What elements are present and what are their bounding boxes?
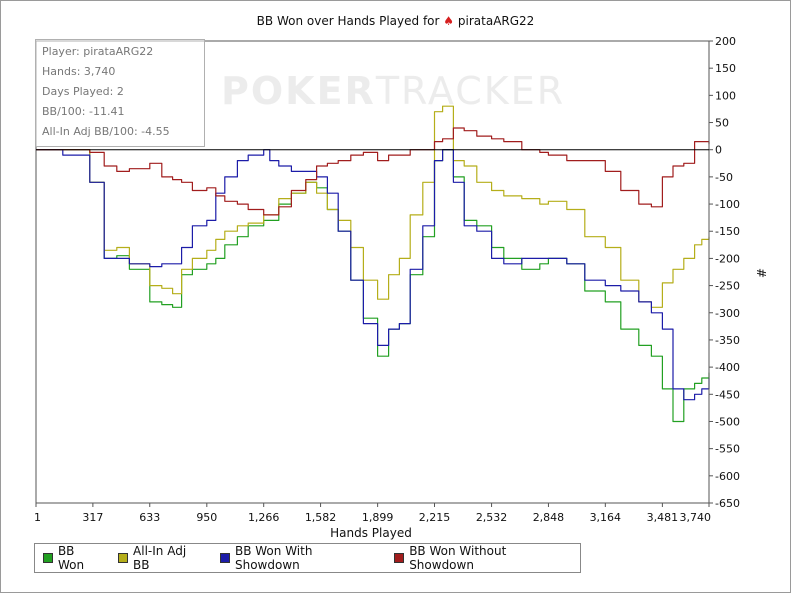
y-tick-label: 150 xyxy=(715,62,736,75)
chart-legend: BB Won All-In Adj BB BB Won With Showdown B… xyxy=(34,543,581,573)
y-tick-label: -500 xyxy=(715,415,740,428)
y-tick-label: -650 xyxy=(715,497,740,510)
series-layer xyxy=(36,105,710,423)
y-tick-label: -50 xyxy=(715,171,733,184)
watermark-part2: TRACKER xyxy=(375,69,566,113)
x-tick-label: 950 xyxy=(196,511,217,524)
x-tick-label: 1,266 xyxy=(248,511,280,524)
y-tick-label: -350 xyxy=(715,334,740,347)
series-line-4 xyxy=(36,127,710,216)
watermark-part1: POKER xyxy=(221,69,376,113)
y-tick-label: 200 xyxy=(715,35,736,48)
y-tick-label: -600 xyxy=(715,470,740,483)
series-line-3 xyxy=(36,149,710,401)
x-tick-label: 317 xyxy=(82,511,103,524)
x-tick-label: 3,740 xyxy=(680,511,712,524)
y-tick-label: -450 xyxy=(715,388,740,401)
legend-label: BB Won Without Showdown xyxy=(409,544,507,572)
legend-swatch xyxy=(220,553,230,563)
spade-icon: ♠ xyxy=(443,14,455,28)
chart-title: BB Won over Hands Played for ♠ pirataARG… xyxy=(1,14,790,28)
y-tick-label: -250 xyxy=(715,280,740,293)
x-tick-label: 2,848 xyxy=(533,511,565,524)
legend-swatch xyxy=(394,553,405,563)
x-axis-label: Hands Played xyxy=(330,526,412,540)
info-hands: Hands: 3,740 xyxy=(42,65,116,78)
chart-title-player: pirataARG22 xyxy=(457,14,535,28)
y-tick-label: -200 xyxy=(715,252,740,265)
info-allin-bb100: All-In Adj BB/100: -4.55 xyxy=(42,125,170,138)
info-player: Player: pirataARG22 xyxy=(42,45,154,58)
axes-layer: 200 150 100 50 0 -50 -100 -150 -200 -250 -300 -350 -… xyxy=(34,35,740,524)
legend-label: BB Won With Showdown xyxy=(234,544,313,572)
y-tick-label: -150 xyxy=(715,225,740,238)
stats-infobox: Player: pirataARG22 Hands: 3,740 Days Pl… xyxy=(35,39,205,147)
info-days: Days Played: 2 xyxy=(42,85,124,98)
x-tick-label: 2,532 xyxy=(476,511,508,524)
legend-swatch xyxy=(118,553,129,563)
x-tick-label: 3,164 xyxy=(590,511,622,524)
y-tick-label: -300 xyxy=(715,307,740,320)
legend-item-3[interactable]: BB Won With Showdown xyxy=(220,544,380,572)
x-tick-label: 633 xyxy=(139,511,160,524)
y-tick-label: -550 xyxy=(715,443,740,456)
legend-item-2[interactable]: All-In Adj BB xyxy=(118,544,206,572)
legend-swatch xyxy=(43,553,53,563)
legend-item-4[interactable]: BB Won Without Showdown xyxy=(394,544,574,572)
y-tick-label: -100 xyxy=(715,198,740,211)
y-tick-label: 100 xyxy=(715,89,736,102)
plot-area-border xyxy=(35,40,710,504)
legend-item-1[interactable]: BB Won xyxy=(43,544,104,572)
x-tick-label: 1,582 xyxy=(305,511,337,524)
y-tick-label: -400 xyxy=(715,361,740,374)
y-tick-label: 0 xyxy=(715,144,722,157)
x-tick-label: 2,215 xyxy=(419,511,451,524)
info-bb100: BB/100: -11.41 xyxy=(42,105,125,118)
pokertracker-watermark: POKERTRACKER xyxy=(221,69,565,113)
legend-label: All-In Adj BB xyxy=(133,544,187,572)
x-tick-label: 1 xyxy=(34,511,41,524)
y-tick-label: 50 xyxy=(715,117,729,130)
legend-label: BB Won xyxy=(57,544,85,572)
series-line-2 xyxy=(36,105,710,308)
chart-title-prefix: BB Won over Hands Played for xyxy=(256,14,440,28)
x-tick-label: 3,481 xyxy=(647,511,679,524)
y-axis-label: # xyxy=(754,268,768,278)
x-tick-label: 1,899 xyxy=(362,511,394,524)
